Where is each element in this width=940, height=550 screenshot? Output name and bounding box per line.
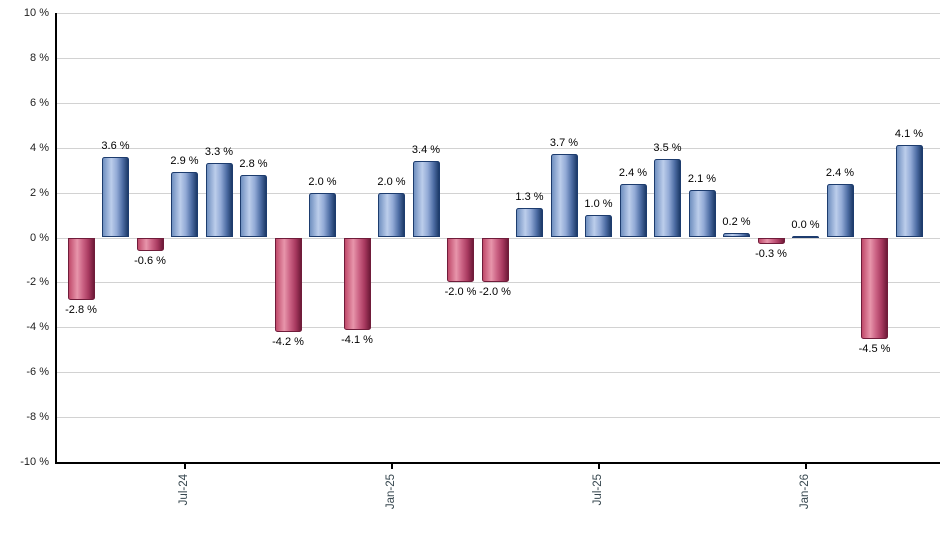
y-axis-tick-label: -2 % [26, 276, 49, 289]
x-axis-tick-label-text: Jan-26 [799, 474, 811, 510]
gridline [57, 192, 940, 194]
bar-negative [136, 237, 164, 251]
x-axis-tick-label: Jul-24 [178, 470, 209, 505]
bar-positive [688, 190, 716, 238]
bar-value-label: -0.3 % [755, 248, 787, 261]
bar-positive [585, 215, 612, 238]
bar-positive [516, 208, 543, 238]
bar-value-label: 2.0 % [308, 175, 337, 188]
bar-positive [171, 172, 198, 238]
bar-value-label: 2.4 % [618, 166, 648, 179]
bar-negative [67, 237, 95, 301]
x-axis-tick-label: Jan-26 [799, 470, 834, 509]
bar-value-label: 3.7 % [549, 137, 579, 150]
bar-positive [895, 145, 923, 238]
bar-positive [723, 233, 750, 238]
gridline [57, 57, 940, 59]
bar-positive [240, 174, 267, 238]
bar-positive [619, 183, 647, 238]
gridline [57, 147, 940, 149]
bar-value-label: 1.3 % [515, 191, 544, 204]
bar-positive [309, 192, 336, 238]
bar-negative [757, 237, 785, 245]
bar-value-label: -2.0 % [479, 286, 511, 299]
y-axis-tick-label: 2 % [30, 186, 49, 199]
x-axis-tick-mark [390, 462, 393, 469]
y-axis-line [55, 13, 57, 464]
bar-positive [654, 158, 681, 238]
y-axis-tick-label: 4 % [30, 141, 49, 154]
bar-positive [792, 235, 819, 238]
bar-value-label: 2.9 % [170, 155, 199, 168]
gridline [57, 327, 940, 329]
y-axis-tick-label: 10 % [23, 7, 49, 19]
bar-positive [378, 192, 405, 238]
gridline [57, 372, 940, 374]
y-axis-tick-label: -6 % [26, 366, 49, 379]
y-axis-tick-label: -8 % [26, 411, 49, 424]
bar-value-label: 2.1 % [687, 173, 717, 186]
bar-positive [550, 154, 578, 238]
bar-positive [205, 163, 233, 238]
bar-value-label: -4.5 % [858, 342, 891, 355]
y-axis-tick-label: 6 % [30, 96, 49, 109]
bar-value-label: -4.1 % [341, 333, 373, 346]
bar-negative [481, 237, 509, 283]
x-axis-tick-label: Jul-25 [592, 470, 623, 505]
x-axis-tick-label-text: Jul-25 [592, 474, 604, 506]
x-axis-tick-label-text: Jan-25 [385, 474, 397, 510]
bar-value-label: -2.0 % [444, 286, 477, 299]
bar-value-label: 3.5 % [653, 141, 682, 154]
bar-value-label: 2.4 % [825, 166, 855, 179]
bar-positive [826, 183, 854, 238]
gridline [57, 13, 940, 14]
bar-value-label: 4.1 % [894, 128, 924, 141]
bar-value-label: 0.2 % [722, 216, 751, 228]
bar-value-label: 0.0 % [791, 218, 820, 231]
x-axis-tick-label: Jan-25 [385, 470, 420, 509]
x-axis-tick-mark [183, 462, 186, 469]
gridline [57, 282, 940, 284]
y-axis-tick-label: 8 % [30, 51, 49, 64]
bar-value-label: 3.3 % [204, 146, 234, 159]
bar-value-label: 2.8 % [239, 157, 268, 170]
bar-negative [447, 237, 474, 283]
bar-value-label: -4.2 % [272, 335, 304, 348]
x-axis-tick-mark [804, 462, 807, 469]
bar-negative [343, 237, 371, 330]
bar-value-label: -0.6 % [134, 254, 166, 267]
bar-value-label: 3.4 % [411, 144, 441, 157]
bar-value-label: -2.8 % [65, 304, 97, 317]
bar-negative [861, 237, 888, 339]
x-axis-tick-mark [597, 462, 600, 469]
bar-value-label: 1.0 % [584, 198, 613, 211]
y-axis-tick-label: -4 % [26, 321, 49, 334]
x-axis-tick-label-text: Jul-24 [178, 474, 190, 506]
y-axis-tick-label: 0 % [30, 231, 49, 244]
x-axis-line [55, 462, 940, 464]
y-axis-tick-label: -10 % [20, 456, 49, 468]
bar-positive [412, 161, 440, 238]
bar-value-label: 3.6 % [101, 139, 130, 152]
gridline [57, 102, 940, 104]
bar-positive [102, 156, 129, 238]
bar-value-label: 2.0 % [377, 175, 406, 188]
bar-negative [274, 237, 302, 332]
gridline [57, 417, 940, 419]
